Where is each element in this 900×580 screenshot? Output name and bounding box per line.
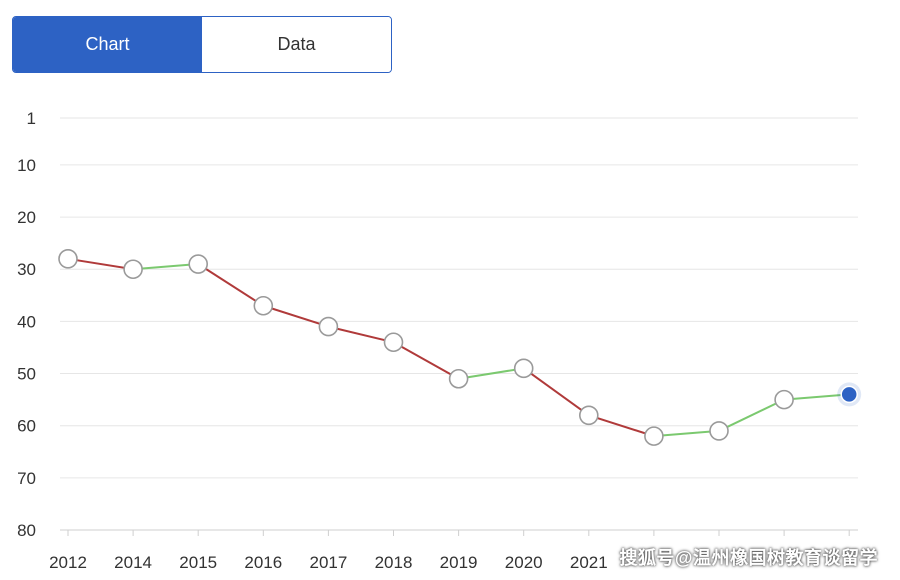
x-tick-label: 2014: [114, 553, 152, 572]
x-tick-label: 2012: [49, 553, 87, 572]
x-tick-label: 2017: [309, 553, 347, 572]
y-tick-label: 1: [27, 109, 36, 128]
line-segment: [262, 304, 329, 328]
line-segment: [197, 263, 264, 307]
data-point: [709, 421, 729, 441]
line-segment: [523, 367, 590, 417]
data-point: [318, 316, 339, 337]
data-point: [774, 389, 794, 410]
watermark: 搜狐号@温州橡国树教育谈留学: [619, 548, 878, 568]
data-point: [578, 405, 599, 426]
line-segment: [393, 341, 460, 380]
line-segment: [458, 367, 524, 380]
data-point: [188, 254, 208, 274]
data-point: [123, 259, 143, 280]
y-tick-label: 80: [17, 521, 36, 540]
data-point: [644, 426, 664, 446]
y-tick-label: 70: [17, 469, 36, 488]
view-toggle: Chart Data: [12, 16, 392, 73]
x-tick-label: 2020: [505, 553, 543, 572]
line-segment: [133, 263, 199, 271]
y-tick-label: 40: [17, 312, 36, 331]
line-segment: [67, 257, 134, 271]
line-segment: [328, 325, 394, 344]
x-tick-label: 2021: [570, 553, 608, 572]
line-segment: [653, 429, 720, 438]
line-segment: [588, 414, 655, 438]
data-point: [513, 358, 534, 379]
line-segment: [784, 393, 850, 401]
x-tick-label: 2018: [375, 553, 413, 572]
line-segment: [718, 398, 785, 432]
data-point: [383, 332, 404, 353]
x-tick-label: 2019: [440, 553, 478, 572]
tab-chart[interactable]: Chart: [13, 17, 202, 72]
y-tick-label: 50: [17, 365, 36, 384]
x-tick-label: 2016: [244, 553, 282, 572]
y-tick-label: 10: [17, 156, 36, 175]
x-tick-label: 2015: [179, 553, 217, 572]
data-point-current: [840, 385, 858, 404]
y-tick-label: 30: [17, 260, 36, 279]
y-tick-label: 20: [17, 208, 36, 227]
data-point: [253, 295, 274, 316]
data-point: [448, 368, 469, 389]
data-point: [58, 249, 78, 269]
y-tick-label: 60: [17, 417, 36, 436]
tab-data[interactable]: Data: [202, 17, 391, 72]
